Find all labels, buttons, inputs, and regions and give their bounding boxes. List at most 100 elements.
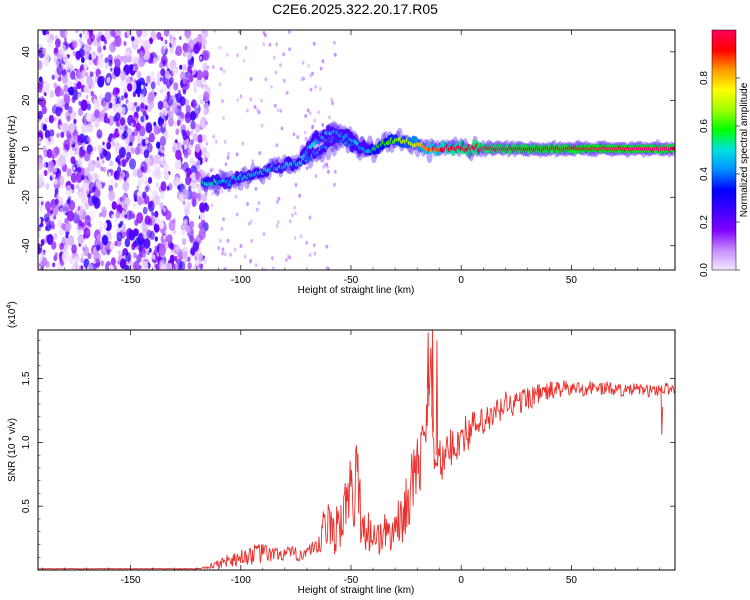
heatmap-cell (178, 191, 184, 200)
heatmap-cell (206, 65, 210, 70)
heatmap-cell (123, 92, 128, 99)
heatmap-cell (42, 81, 50, 94)
heatmap-cell (51, 241, 57, 250)
heatmap-cell (104, 30, 111, 41)
heatmap-cell (218, 45, 222, 50)
heatmap-cell (70, 70, 76, 80)
heatmap-cell (160, 36, 164, 42)
heatmap-cell (48, 114, 55, 124)
heatmap-cell (268, 42, 272, 47)
heatmap-cell (175, 45, 183, 57)
x-tick-label: 50 (566, 275, 578, 286)
heatmap-cell (58, 228, 64, 237)
heatmap-cell (199, 212, 205, 221)
colorbar-tick-label: 0.2 (699, 215, 710, 229)
heatmap-cell (128, 106, 132, 112)
heatmap-cell (65, 233, 69, 239)
heatmap-cell (144, 105, 148, 111)
heatmap-cell (49, 90, 55, 98)
heatmap-cell (280, 126, 284, 131)
heatmap-cell (171, 142, 178, 153)
heatmap-cell (158, 62, 163, 69)
heatmap-cell (95, 34, 99, 39)
heatmap-cell (62, 122, 69, 134)
heatmap-cell (222, 217, 225, 222)
heatmap-cell (219, 67, 223, 71)
heatmap-cell (54, 47, 59, 54)
heatmap-cell (108, 172, 111, 177)
heatmap-cell (153, 222, 160, 233)
colorbar-tick-label: 0.6 (699, 119, 710, 133)
heatmap-cell (182, 89, 187, 95)
heatmap-cell (183, 218, 188, 226)
heatmap-cell (196, 198, 199, 203)
heatmap-cell (122, 55, 128, 64)
heatmap-cell (88, 209, 96, 221)
heatmap-cell (197, 134, 203, 144)
heatmap-cell (190, 130, 193, 136)
heatmap-cell (119, 258, 127, 270)
heatmap-cell (128, 229, 136, 241)
heatmap-cell (80, 99, 88, 111)
y-tick-label: 20 (21, 94, 32, 106)
heatmap-cell (199, 116, 207, 129)
heatmap-cell (64, 30, 69, 37)
heatmap-cell (100, 109, 106, 118)
heatmap-cell (144, 195, 150, 205)
heatmap-cell (60, 124, 64, 130)
heatmap-cell (132, 91, 137, 98)
x-tick-label: -100 (231, 275, 251, 286)
heatmap-cell (162, 84, 168, 92)
snr-chart: -150 -100 -50 0 50 0.5 1.0 1.5 Height of straig… (6, 301, 676, 596)
heatmap-cell (44, 117, 49, 124)
heatmap-cell (126, 30, 133, 39)
heatmap-cell (42, 30, 47, 36)
heatmap-cell (48, 136, 52, 142)
heatmap-cell (96, 234, 101, 241)
heatmap-cell (68, 200, 76, 211)
heatmap-cell (158, 220, 165, 230)
heatmap-cell (88, 45, 92, 51)
heatmap-cell (104, 92, 112, 103)
heatmap-cell (301, 60, 305, 65)
snr-y-axis-label: SNR (10 * v/v) (7, 418, 18, 482)
heatmap-cell (119, 144, 122, 149)
heatmap-cell (100, 224, 103, 229)
heatmap-cell (264, 77, 268, 82)
heatmap-cell (45, 34, 50, 40)
heatmap-cell (47, 208, 50, 214)
y-tick-label: 40 (21, 46, 32, 58)
snr-x-axis-label: Height of straight line (km) (298, 585, 415, 596)
heatmap-cell (38, 216, 41, 226)
heatmap-cell (129, 158, 136, 170)
heatmap-cell (147, 167, 152, 175)
heatmap-cell (72, 50, 76, 56)
heatmap-cell (104, 57, 109, 64)
heatmap-cell (90, 151, 94, 156)
heatmap-cell (87, 195, 95, 207)
heatmap-cell (79, 33, 83, 38)
heatmap-cell (82, 185, 90, 196)
colorbar-tick-label: 0.8 (699, 71, 710, 85)
heatmap-cell (139, 265, 142, 270)
heatmap-cell (194, 143, 201, 153)
heatmap-cell (120, 95, 125, 101)
heatmap-cell (331, 101, 334, 106)
heatmap-cell (168, 117, 174, 127)
heatmap-cell (45, 183, 50, 190)
heatmap-cell (42, 123, 47, 132)
heatmap-cell (308, 156, 313, 161)
heatmap-cell (211, 64, 215, 69)
heatmap-cell (68, 106, 73, 114)
heatmap-cell (101, 159, 105, 165)
heatmap-cell (91, 50, 97, 60)
heatmap-cell (83, 30, 90, 40)
heatmap-cell (103, 45, 106, 51)
heatmap-cell (90, 80, 95, 89)
heatmap-cell (236, 98, 240, 103)
heatmap-cell (319, 87, 322, 91)
heatmap-cell (78, 150, 84, 159)
heatmap-cell (68, 86, 75, 96)
heatmap-cell (136, 254, 142, 263)
heatmap-cell (41, 105, 47, 115)
